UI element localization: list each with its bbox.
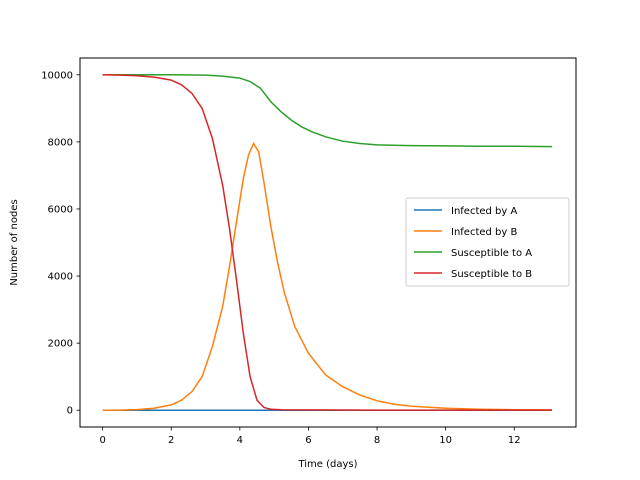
series-layer — [102, 74, 553, 411]
legend-box — [405, 197, 570, 287]
x-tick-label: 2 — [168, 435, 174, 446]
series-line-1 — [102, 141, 553, 411]
y-tick-label: 8000 — [48, 137, 73, 148]
x-tick-label: 4 — [237, 435, 243, 446]
y-tick-label: 2000 — [48, 339, 73, 350]
legend-label: Susceptible to B — [451, 269, 532, 280]
plot-frame — [79, 57, 577, 428]
x-axis-ticks: 0 2 4 6 8 10 12 — [99, 427, 521, 446]
x-tick-label: 12 — [508, 435, 521, 446]
y-axis-ticks: 0 2000 4000 6000 8000 10000 — [41, 70, 80, 417]
y-tick-label: 6000 — [48, 204, 73, 215]
y-tick-label: 4000 — [48, 272, 73, 283]
series-line-3 — [102, 74, 552, 411]
y-axis-title: Number of nodes — [9, 199, 20, 285]
x-tick-label: 6 — [305, 435, 311, 446]
legend-label: Susceptible to A — [451, 248, 532, 259]
x-tick-label: 8 — [374, 435, 380, 446]
x-axis-title: Time (days) — [297, 459, 357, 470]
x-tick-label: 0 — [99, 435, 105, 446]
legend: Infected by A Infected by B Susceptible to… — [405, 197, 570, 287]
x-tick-label: 10 — [439, 435, 452, 446]
y-tick-label: 10000 — [41, 70, 73, 81]
series-line-2 — [102, 74, 553, 148]
legend-label: Infected by A — [451, 206, 518, 217]
y-tick-label: 0 — [67, 406, 73, 417]
legend-label: Infected by B — [451, 227, 518, 238]
